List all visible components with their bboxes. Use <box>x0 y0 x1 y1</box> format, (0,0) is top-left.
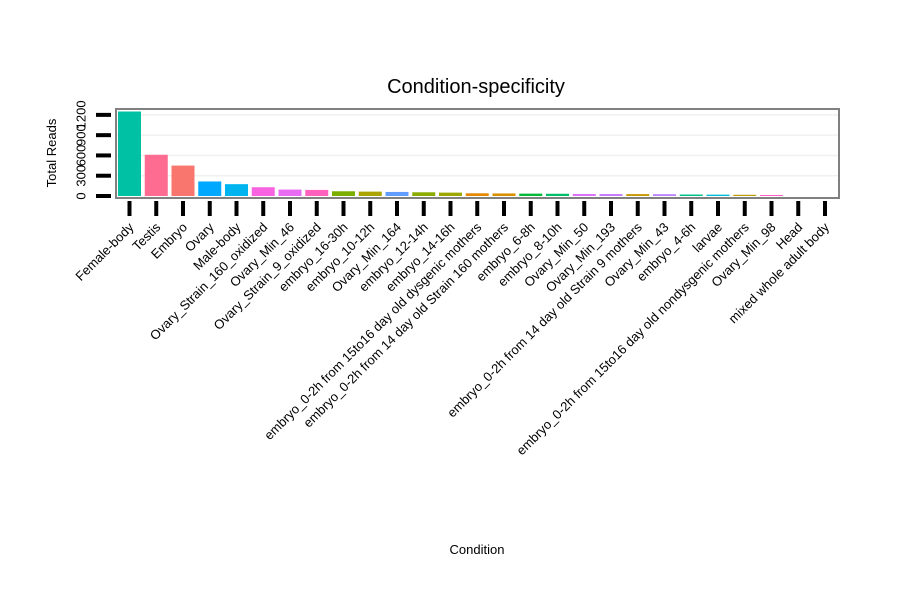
bar <box>412 192 436 196</box>
bar <box>572 193 596 196</box>
bar <box>305 189 329 196</box>
bar <box>225 184 248 196</box>
y-axis-title: Total Reads <box>44 118 59 187</box>
bar <box>439 192 462 196</box>
bar <box>679 194 703 196</box>
y-tick-label: 900 <box>73 124 88 146</box>
bar <box>171 165 195 196</box>
x-axis: Female-bodyTestisEmbryoOvaryMale-bodyOva… <box>72 201 832 458</box>
y-tick-label: 1200 <box>73 100 88 129</box>
bar <box>599 194 623 196</box>
bar <box>760 194 783 196</box>
bar <box>118 111 141 196</box>
bar <box>706 194 730 196</box>
bars <box>118 111 783 196</box>
bar <box>465 193 489 196</box>
bar <box>733 194 757 196</box>
plot-panel <box>115 108 840 199</box>
bar <box>332 191 355 196</box>
bar <box>546 193 569 196</box>
y-tick-label: 600 <box>73 145 88 167</box>
y-tick-label: 0 <box>73 192 88 199</box>
bar <box>626 194 650 196</box>
bar <box>278 189 302 196</box>
x-axis-title: Condition <box>450 542 505 557</box>
gridlines <box>117 114 838 177</box>
bar <box>144 154 168 196</box>
chart-title: Condition-specificity <box>387 76 565 98</box>
bar <box>519 193 543 196</box>
x-tick-label: Female-body <box>72 219 137 284</box>
bar <box>358 191 382 196</box>
bar <box>653 194 676 196</box>
y-tick-label: 300 <box>73 165 88 187</box>
bar <box>492 193 516 196</box>
bar <box>385 191 409 196</box>
bar <box>198 181 222 196</box>
bar <box>251 187 275 196</box>
